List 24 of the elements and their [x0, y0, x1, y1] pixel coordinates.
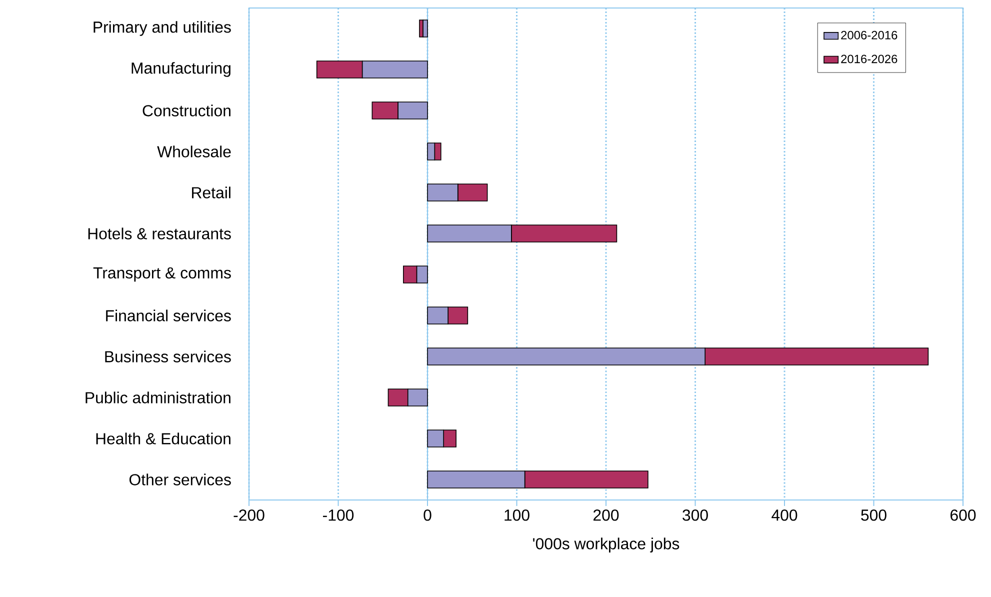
legend-label: 2006-2016 — [841, 30, 898, 40]
x-tick-label: 600 — [950, 510, 976, 521]
y-tick-label: Retail — [192, 186, 230, 198]
y-tick-label: Health & Education — [96, 432, 230, 444]
y-tick-label: Public administration — [86, 392, 230, 404]
y-tick-label: Other services — [129, 474, 231, 486]
x-tick-label: 500 — [861, 510, 886, 521]
x-tick-label: 400 — [772, 510, 798, 521]
x-axis-title: '000s workplace jobs — [533, 538, 680, 553]
y-tick-label: Manufacturing — [132, 62, 230, 77]
y-tick-label: Business services — [105, 350, 231, 362]
legend-label: 2016-2026 — [841, 54, 898, 64]
y-tick-label: Hotels & restaurants — [88, 228, 231, 240]
x-tick-label: -100 — [323, 510, 354, 521]
x-tick-label: 200 — [594, 510, 619, 521]
y-tick-label: Transport & comms — [93, 267, 231, 282]
y-tick-label: Financial services — [106, 310, 231, 322]
y-tick-label: Wholesale — [157, 146, 231, 158]
y-tick-label: Construction — [142, 104, 230, 116]
x-tick-label: 0 — [424, 510, 432, 521]
x-tick-label: 300 — [682, 510, 708, 521]
y-tick-label: Primary and utilities — [94, 21, 231, 36]
x-tick-label: 100 — [504, 510, 530, 521]
x-tick-label: -200 — [234, 510, 264, 521]
